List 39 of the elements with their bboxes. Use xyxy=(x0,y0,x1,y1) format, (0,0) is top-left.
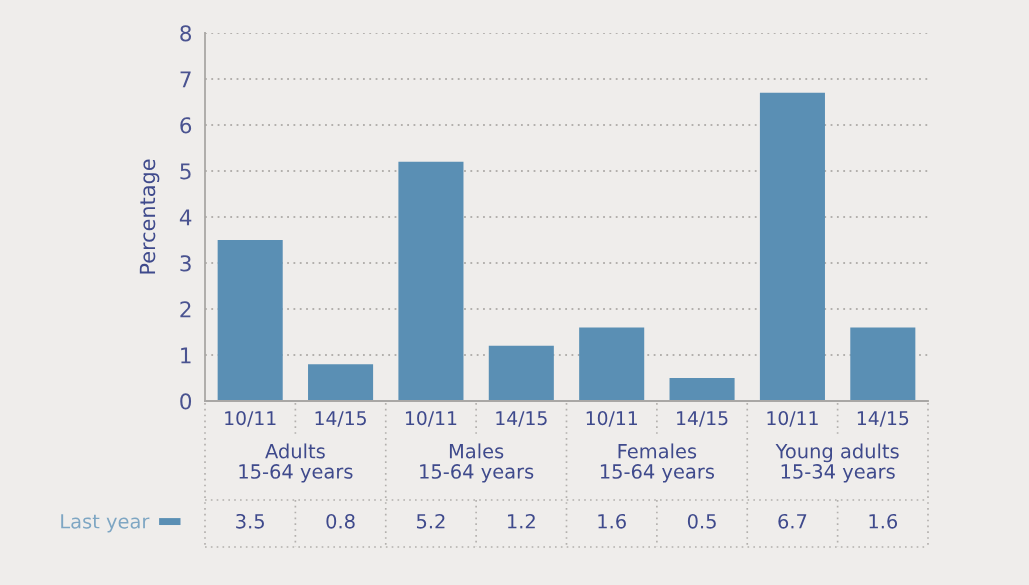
y-axis-title: Percentage xyxy=(139,159,160,274)
bar xyxy=(217,240,283,401)
data-label: 1.6 xyxy=(598,513,626,529)
data-label: 0.5 xyxy=(687,513,716,529)
bar xyxy=(850,327,916,401)
data-label: 3.5 xyxy=(236,513,264,529)
bar xyxy=(669,378,735,401)
x-tick-label: 10/11 xyxy=(405,411,457,427)
y-tick-label: 0 xyxy=(180,393,192,410)
data-label: 6.7 xyxy=(778,513,807,529)
bar xyxy=(488,345,554,401)
x-tick-label: 14/15 xyxy=(496,411,547,427)
x-tick-label: 14/15 xyxy=(857,411,909,427)
x-tick-label: 10/11 xyxy=(225,411,276,427)
bar xyxy=(308,364,374,401)
data-label: 5.2 xyxy=(416,513,445,529)
text: Adults 15-64 years xyxy=(239,443,353,483)
data-label: 0.8 xyxy=(326,513,355,529)
bar xyxy=(579,327,645,401)
y-tick-label: 1 xyxy=(181,347,191,364)
y-tick-label: 4 xyxy=(179,209,192,226)
bar xyxy=(398,161,464,401)
legend-label: Last year xyxy=(61,514,150,533)
x-tick-label: 14/15 xyxy=(677,411,728,427)
y-tick-label: 3 xyxy=(180,255,191,272)
y-tick-label: 2 xyxy=(180,301,191,318)
y-tick-label: 8 xyxy=(180,25,192,42)
text: Females 15-64 years xyxy=(600,443,715,483)
y-tick-label: 6 xyxy=(180,117,192,134)
text: Males 15-64 years xyxy=(420,443,534,483)
data-label: 1.6 xyxy=(869,513,898,529)
x-tick-label: 10/11 xyxy=(586,411,637,427)
text: Young adults 15-34 years xyxy=(775,443,899,483)
x-tick-label: 14/15 xyxy=(315,411,366,427)
y-tick-label: 7 xyxy=(180,71,191,88)
x-tick-label: 10/11 xyxy=(767,411,818,427)
y-tick-label: 5 xyxy=(180,163,191,180)
data-label: 1.2 xyxy=(507,513,535,529)
bar xyxy=(759,92,825,401)
